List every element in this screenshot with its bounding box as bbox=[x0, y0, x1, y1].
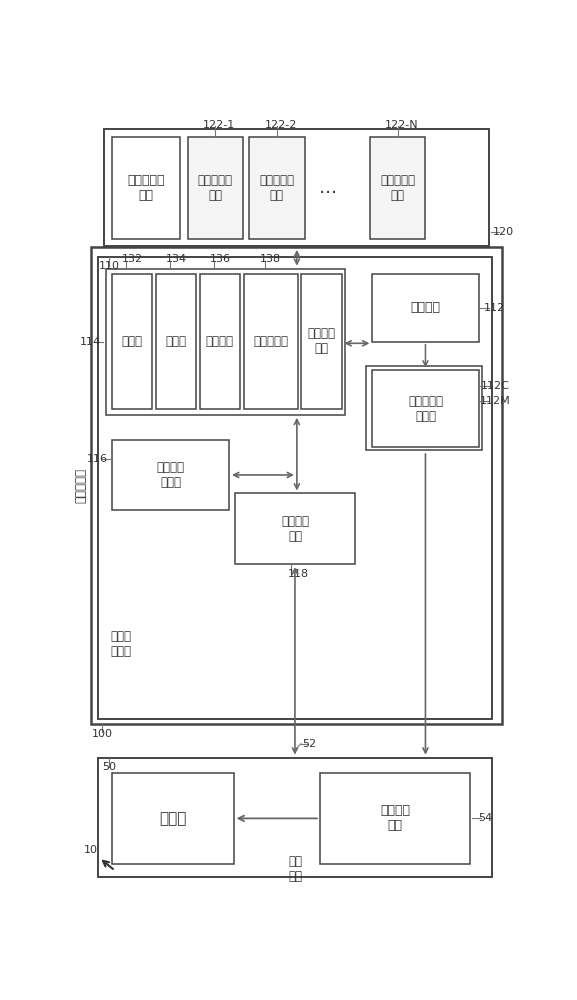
Bar bbox=[320, 773, 470, 864]
Text: 118: 118 bbox=[288, 569, 309, 579]
Bar bbox=[98, 758, 492, 877]
Text: 100: 100 bbox=[92, 729, 113, 739]
Text: 112C: 112C bbox=[481, 381, 510, 391]
Text: 电源供应
电路: 电源供应 电路 bbox=[380, 804, 410, 832]
Text: 116: 116 bbox=[87, 454, 107, 464]
Bar bbox=[112, 274, 152, 409]
Bar bbox=[249, 137, 305, 239]
Bar bbox=[372, 274, 478, 342]
Bar bbox=[366, 366, 482, 450]
Text: 138: 138 bbox=[260, 254, 281, 264]
Text: 快闪存储器
芯片: 快闪存储器 芯片 bbox=[198, 174, 233, 202]
Bar bbox=[106, 269, 344, 415]
Text: 传输接口
电路: 传输接口 电路 bbox=[281, 515, 309, 543]
Text: 快闪存储器
芯片: 快闪存储器 芯片 bbox=[380, 174, 415, 202]
Text: 存储器
控制器: 存储器 控制器 bbox=[111, 630, 132, 658]
Text: 50: 50 bbox=[102, 762, 116, 772]
Text: 122-2: 122-2 bbox=[264, 120, 297, 130]
Text: 112M: 112M bbox=[480, 396, 511, 406]
Bar bbox=[156, 274, 196, 409]
Bar bbox=[104, 129, 489, 246]
Text: 只读存储器
程序码: 只读存储器 程序码 bbox=[408, 395, 443, 423]
Bar bbox=[302, 274, 342, 409]
Text: 52: 52 bbox=[302, 739, 316, 749]
Bar bbox=[235, 493, 355, 564]
Text: 122-N: 122-N bbox=[385, 120, 418, 130]
Text: 控制逻辑
电路: 控制逻辑 电路 bbox=[308, 327, 335, 355]
Bar bbox=[200, 274, 240, 409]
Text: 122-1: 122-1 bbox=[203, 120, 235, 130]
Text: 120: 120 bbox=[493, 227, 514, 237]
Text: 110: 110 bbox=[99, 261, 119, 271]
Bar bbox=[243, 274, 298, 409]
Text: 微处理器: 微处理器 bbox=[410, 301, 440, 314]
Text: 10: 10 bbox=[84, 845, 98, 855]
Text: 随机存取
存储器: 随机存取 存储器 bbox=[156, 461, 185, 489]
Bar bbox=[370, 137, 425, 239]
Bar bbox=[112, 773, 234, 864]
Text: 处理器: 处理器 bbox=[159, 811, 186, 826]
Bar bbox=[112, 440, 229, 510]
Text: 54: 54 bbox=[478, 813, 493, 823]
Text: 快闪存储器
芯片: 快闪存储器 芯片 bbox=[259, 174, 294, 202]
Text: 去随机化器: 去随机化器 bbox=[253, 335, 288, 348]
Text: 存储器装置: 存储器装置 bbox=[74, 468, 87, 503]
Text: …: … bbox=[319, 179, 337, 197]
Bar bbox=[112, 137, 180, 239]
Text: 114: 114 bbox=[80, 337, 102, 347]
Bar bbox=[188, 137, 243, 239]
Text: 随机化器: 随机化器 bbox=[206, 335, 234, 348]
Text: 编码器: 编码器 bbox=[122, 335, 143, 348]
Bar bbox=[98, 257, 492, 719]
Bar bbox=[91, 247, 503, 724]
Text: 112: 112 bbox=[484, 303, 504, 313]
Text: 快闪存储器
模块: 快闪存储器 模块 bbox=[127, 174, 164, 202]
Text: 134: 134 bbox=[166, 254, 186, 264]
Bar bbox=[372, 370, 478, 447]
Text: 解码器: 解码器 bbox=[166, 335, 186, 348]
Text: 主机
装置: 主机 装置 bbox=[288, 855, 302, 883]
Text: 136: 136 bbox=[209, 254, 230, 264]
Text: 132: 132 bbox=[122, 254, 143, 264]
